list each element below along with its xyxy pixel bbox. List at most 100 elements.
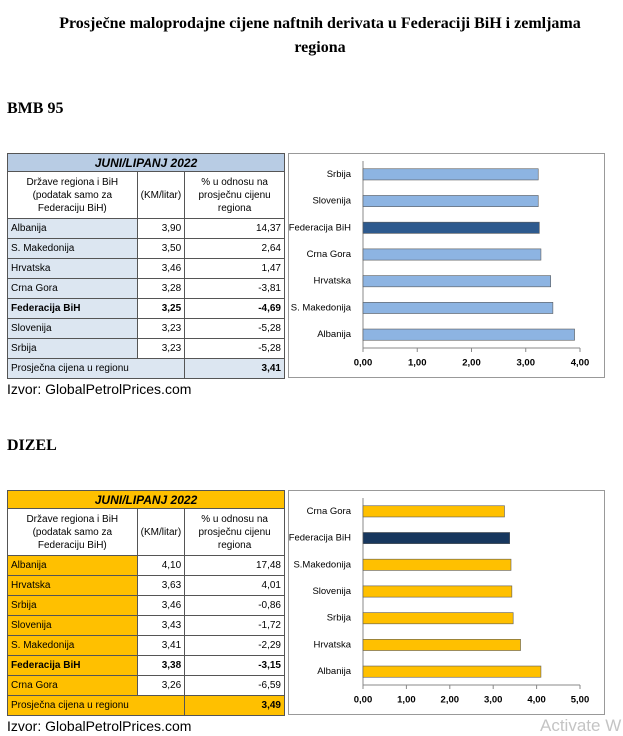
header-row: Države regiona i BiH (podatak samo za Fe… — [7, 508, 285, 556]
table-value: 3,41 — [136, 635, 186, 656]
bar — [362, 639, 521, 651]
footer-value: 3,41 — [184, 358, 285, 379]
table-value: 3,63 — [136, 575, 186, 596]
chart: 0,00 1,00 2,00 3,00 4,00 5,00 Crna Gora Federac… — [288, 490, 605, 715]
x-tick-label: 2,00 — [462, 358, 481, 369]
footer-label: Prosječna cijena u regionu — [6, 695, 186, 716]
x-tick-label: 3,00 — [517, 358, 536, 369]
footer-row: Prosječna cijena u regionu 3,49 — [6, 695, 285, 716]
table-value: -3,81 — [184, 278, 285, 299]
column-header: Države regiona i BiH (podatak samo za Fe… — [7, 508, 138, 556]
category-label: Federacija BiH — [289, 222, 351, 233]
country-cell: Slovenija — [7, 318, 138, 339]
chart-frame — [288, 490, 605, 715]
price-table: JUNI/LIPANJ 2022 Države regiona i BiH (po… — [6, 153, 285, 379]
section-heading: DIZEL — [7, 437, 57, 454]
column-header: (KM/litar) — [136, 508, 186, 556]
table-value: 3,25 — [136, 298, 186, 319]
table-value: 3,90 — [136, 218, 186, 239]
country-cell: Federacija BiH — [7, 298, 138, 319]
period-cell: JUNI/LIPANJ 2022 — [7, 490, 285, 509]
table-value: -3,15 — [184, 655, 285, 676]
table-row: Albanija 4,10 17,48 — [7, 555, 285, 576]
table-value: -0,86 — [184, 595, 285, 616]
table-value: 3,46 — [136, 258, 186, 279]
period-row: JUNI/LIPANJ 2022 — [7, 490, 285, 509]
bar — [362, 221, 540, 234]
table-value: 1,47 — [184, 258, 285, 279]
bar — [362, 248, 542, 261]
category-label: Crna Gora — [307, 249, 352, 260]
bar — [362, 612, 514, 625]
bar — [362, 558, 512, 571]
country-cell: S. Makedonija — [7, 238, 138, 259]
column-header: % u odnosu na prosječnu cijenu regiona — [184, 508, 285, 556]
country-cell: Federacija BiH — [7, 655, 138, 676]
country-cell: Hrvatska — [7, 575, 138, 596]
country-cell: Srbija — [7, 338, 138, 359]
x-tick-label: 1,00 — [408, 358, 427, 369]
table-row: Crna Gora 3,26 -6,59 — [7, 675, 285, 696]
category-label: Slovenija — [312, 196, 351, 207]
section-heading: BMB 95 — [7, 100, 64, 117]
page-title: Prosječne maloprodajne cijene naftnih de… — [59, 15, 581, 56]
table-value: 4,01 — [184, 575, 285, 596]
category-label: Srbija — [327, 613, 352, 624]
source-note: Izvor: GlobalPetrolPrices.com — [7, 718, 192, 734]
table-row: Federacija BiH 3,25 -4,69 — [7, 298, 285, 319]
category-label: Slovenija — [312, 586, 351, 597]
chart: 0,00 1,00 2,00 3,00 4,00 Srbija Slovenija Feder… — [288, 153, 605, 378]
table-row: Crna Gora 3,28 -3,81 — [7, 278, 285, 299]
table-value: -4,69 — [184, 298, 285, 319]
category-label: Hrvatska — [314, 639, 352, 650]
period-cell: JUNI/LIPANJ 2022 — [7, 153, 285, 172]
x-tick-label: 1,00 — [397, 695, 416, 706]
category-label: Albanija — [317, 666, 352, 677]
header-row: Države regiona i BiH (podatak samo za Fe… — [7, 171, 285, 219]
bar — [362, 665, 542, 678]
table-value: -1,72 — [184, 615, 285, 636]
table-row: S. Makedonija 3,41 -2,29 — [7, 635, 285, 656]
table-value: 14,37 — [184, 218, 285, 239]
category-label: S. Makedonija — [291, 302, 352, 313]
footer-value: 3,49 — [184, 695, 285, 716]
table-row: Albanija 3,90 14,37 — [7, 218, 285, 239]
table-row: Slovenija 3,43 -1,72 — [7, 615, 285, 636]
x-tick-label: 0,00 — [354, 358, 373, 369]
table-row: Slovenija 3,23 -5,28 — [7, 318, 285, 339]
table-value: 2,64 — [184, 238, 285, 259]
bar — [362, 275, 552, 288]
bar — [362, 585, 513, 598]
category-label: Crna Gora — [307, 506, 352, 517]
table-row: Srbija 3,23 -5,28 — [7, 338, 285, 359]
price-table: JUNI/LIPANJ 2022 Države regiona i BiH (po… — [6, 490, 285, 716]
bar — [362, 195, 539, 207]
table-value: 3,28 — [136, 278, 186, 299]
category-label: Federacija BiH — [289, 533, 351, 544]
source-note: Izvor: GlobalPetrolPrices.com — [7, 381, 192, 397]
table-row: Hrvatska 3,63 4,01 — [7, 575, 285, 596]
x-tick-label: 5,00 — [571, 695, 590, 706]
x-tick-label: 3,00 — [484, 695, 503, 706]
footer-label: Prosječna cijena u regionu — [6, 358, 186, 379]
period-row: JUNI/LIPANJ 2022 — [7, 153, 285, 172]
column-header: % u odnosu na prosječnu cijenu regiona — [184, 171, 285, 219]
table-value: 3,23 — [136, 338, 186, 359]
country-cell: Srbija — [7, 595, 138, 616]
table-value: 17,48 — [184, 555, 285, 576]
table-value: -6,59 — [184, 675, 285, 696]
table-value: 4,10 — [136, 555, 186, 576]
x-tick-label: 4,00 — [527, 695, 546, 706]
x-tick-label: 0,00 — [354, 695, 373, 706]
table-value: 3,23 — [136, 318, 186, 339]
country-cell: Slovenija — [7, 615, 138, 636]
table-value: 3,50 — [136, 238, 186, 259]
table-row: Hrvatska 3,46 1,47 — [7, 258, 285, 279]
chart-frame — [288, 153, 605, 378]
table-value: 3,26 — [136, 675, 186, 696]
country-cell: Hrvatska — [7, 258, 138, 279]
table-value: -2,29 — [184, 635, 285, 656]
category-label: Albanija — [317, 329, 352, 340]
category-label: Srbija — [327, 169, 352, 180]
